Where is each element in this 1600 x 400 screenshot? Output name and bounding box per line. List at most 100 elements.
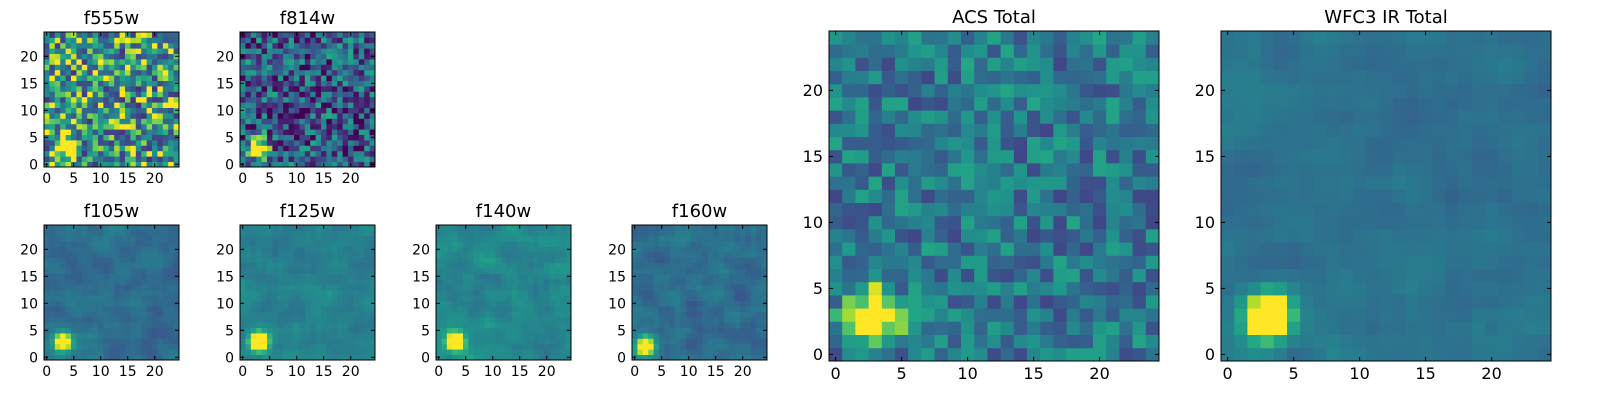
heatmap-cell — [103, 140, 110, 146]
heatmap-cell — [173, 129, 180, 135]
heatmap-cell — [342, 48, 349, 54]
heatmap-cell — [1053, 229, 1067, 243]
heatmap-cell — [261, 338, 268, 345]
heatmap-cell — [141, 257, 147, 264]
heatmap-cell — [353, 306, 360, 312]
heatmap-cell — [1027, 176, 1041, 190]
heatmap-cell — [114, 252, 120, 258]
heatmap-cell — [974, 57, 988, 71]
heatmap-cell — [632, 289, 638, 296]
heatmap-cell — [256, 230, 262, 237]
heatmap-cell — [348, 113, 354, 119]
heatmap-cell — [1366, 229, 1380, 243]
heatmap-cell — [152, 37, 158, 44]
heatmap-cell — [468, 311, 475, 318]
heatmap-cell — [331, 289, 338, 296]
heatmap-cell — [1366, 347, 1380, 362]
heatmap-cell — [522, 338, 529, 345]
heatmap-cell — [1537, 308, 1552, 322]
heatmap-cell — [680, 311, 687, 318]
heatmap-cell — [1273, 215, 1288, 230]
heatmap-cell — [1524, 229, 1539, 243]
heatmap-cell — [256, 145, 262, 152]
heatmap-cell — [369, 59, 376, 65]
heatmap-cell — [168, 32, 174, 38]
heatmap-cell — [1079, 123, 1094, 137]
heatmap-cell — [277, 134, 284, 141]
heatmap-cell — [114, 69, 120, 76]
heatmap-cell — [162, 80, 169, 87]
heatmap-cell — [277, 354, 284, 361]
heatmap-cell — [272, 53, 279, 60]
heatmap-cell — [1053, 347, 1067, 362]
heatmap-cell — [664, 241, 671, 247]
heatmap-cell — [934, 268, 949, 283]
heatmap-cell — [168, 102, 174, 108]
heatmap-cell — [348, 262, 354, 269]
heatmap-cell — [65, 107, 72, 114]
heatmap-cell — [283, 96, 289, 103]
heatmap-cell — [895, 347, 909, 362]
heatmap-cell — [1093, 123, 1107, 137]
heatmap-cell — [65, 289, 72, 296]
heatmap-cell — [1313, 176, 1327, 190]
heatmap-cell — [261, 129, 268, 135]
heatmap-cell — [756, 241, 762, 247]
heatmap-cell — [168, 338, 174, 345]
heatmap-cell — [44, 306, 50, 312]
heatmap-cell — [680, 257, 687, 264]
heatmap-cell — [369, 75, 376, 81]
heatmap-cell — [761, 349, 768, 355]
heatmap-cell — [538, 354, 545, 361]
heatmap-cell — [283, 118, 289, 125]
heatmap-cell — [326, 123, 333, 130]
heatmap-cell — [358, 225, 365, 231]
y-tick-label: 10 — [216, 296, 234, 312]
heatmap-cell — [283, 53, 289, 60]
heatmap-cell — [511, 241, 518, 247]
heatmap-cell — [141, 262, 147, 269]
heatmap-cell — [457, 273, 464, 280]
heatmap-cell — [1053, 97, 1067, 111]
heatmap-cell — [60, 316, 66, 323]
heatmap-cell — [304, 37, 311, 44]
heatmap-cell — [157, 338, 164, 345]
heatmap-cell — [168, 69, 174, 76]
heatmap-cell — [1145, 123, 1160, 137]
heatmap-cell — [750, 300, 757, 307]
heatmap-cell — [1066, 83, 1081, 98]
heatmap-cell — [1405, 229, 1420, 243]
heatmap-cell — [71, 59, 77, 65]
heatmap-cell — [348, 316, 354, 323]
heatmap-cell — [1260, 176, 1275, 190]
heatmap-cell — [152, 327, 158, 334]
heatmap-cell — [452, 343, 458, 350]
heatmap-cell — [364, 268, 370, 274]
heatmap-cell — [294, 69, 300, 76]
heatmap-cell — [337, 284, 343, 291]
heatmap-cell — [348, 252, 354, 258]
heatmap-cell — [881, 149, 896, 164]
heatmap-cell — [277, 322, 284, 328]
heatmap-cell — [146, 354, 153, 361]
heatmap-cell — [130, 311, 137, 318]
heatmap-cell — [71, 53, 77, 60]
heatmap-cell — [76, 327, 83, 334]
heatmap-cell — [240, 338, 246, 345]
heatmap-cell — [1353, 202, 1367, 217]
heatmap-cell — [702, 343, 708, 350]
heatmap-cell — [98, 118, 104, 125]
heatmap-cell — [152, 311, 158, 318]
heatmap-cell — [961, 97, 975, 111]
heatmap-cell — [718, 316, 725, 323]
heatmap-cell — [691, 300, 698, 307]
heatmap-cell — [707, 316, 714, 323]
heatmap-cell — [718, 300, 725, 307]
heatmap-cell — [125, 123, 131, 130]
heatmap-cell — [1392, 321, 1407, 335]
heatmap-cell — [1132, 215, 1147, 230]
heatmap-cell — [250, 134, 257, 141]
heatmap-cell — [277, 75, 284, 81]
heatmap-cell — [669, 257, 676, 264]
heatmap-cell — [702, 333, 708, 339]
